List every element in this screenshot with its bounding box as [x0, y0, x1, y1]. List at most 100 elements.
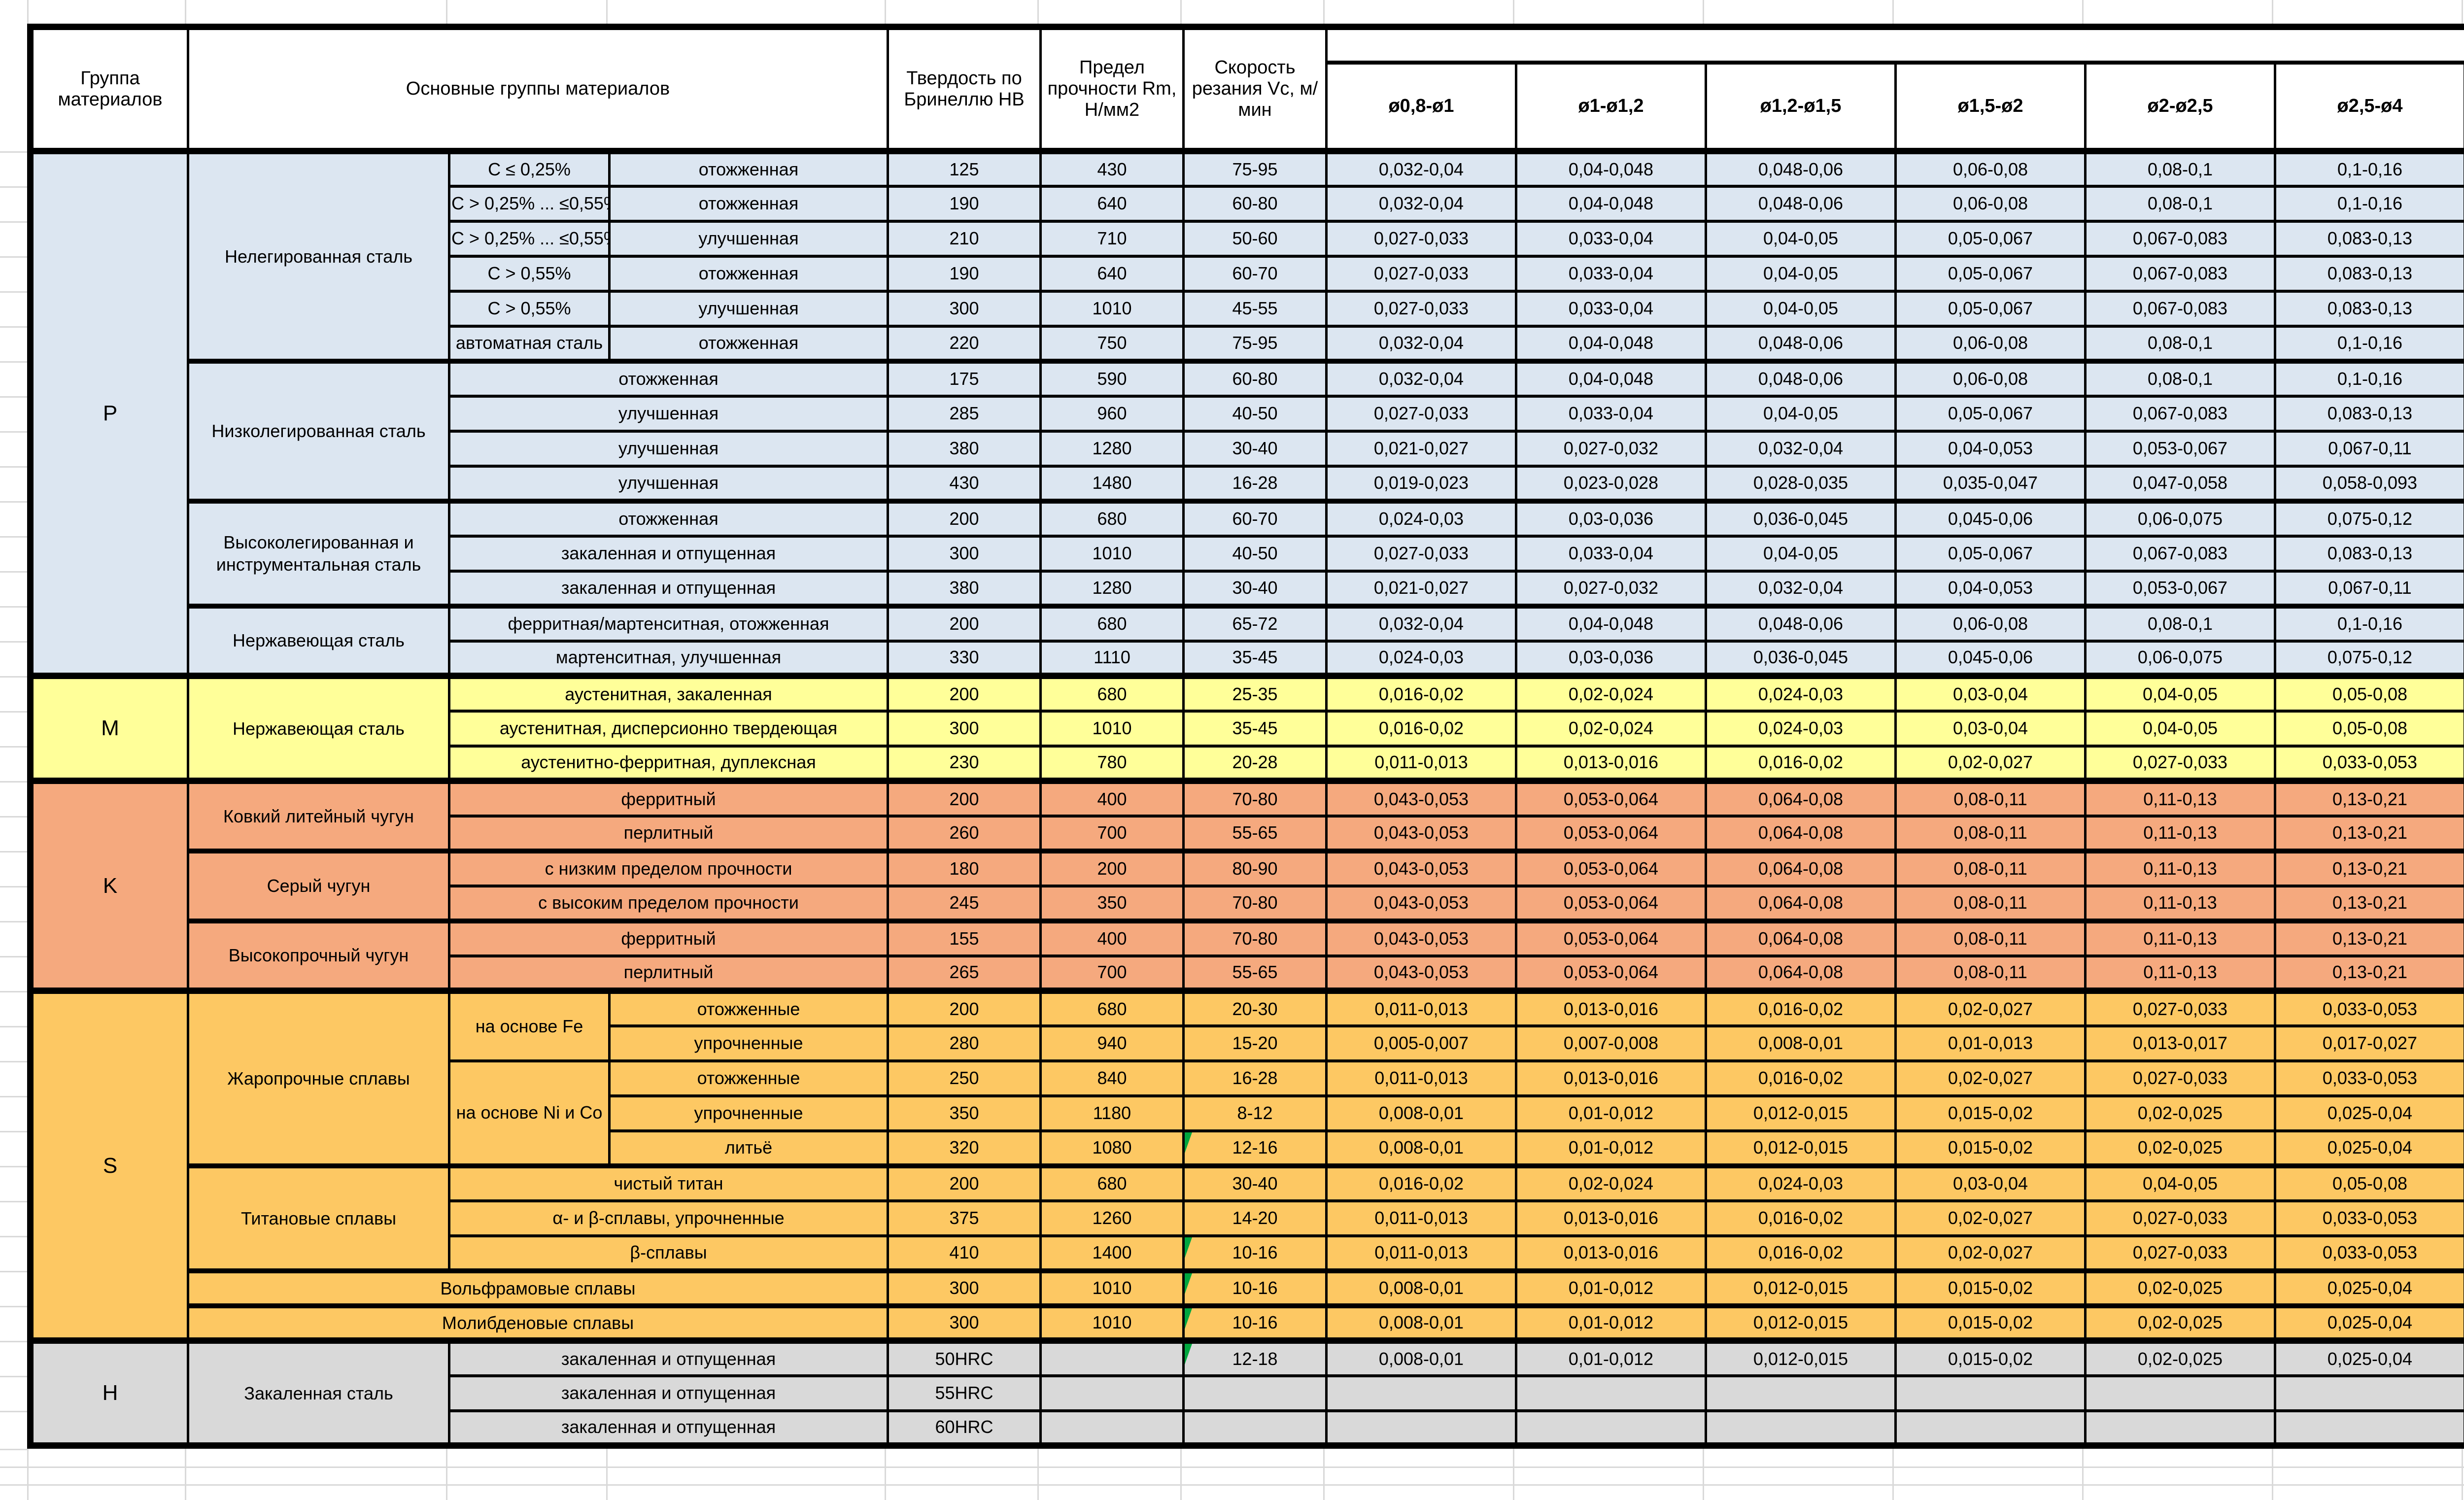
feed-cell[interactable]: 0,058-0,093: [2274, 464, 2464, 503]
hardness-cell[interactable]: 200: [887, 988, 1042, 1027]
feed-cell[interactable]: 0,048-0,06: [1705, 184, 1897, 223]
condition-cell[interactable]: чистый титан: [448, 1163, 889, 1202]
condition-cell[interactable]: закаленная и отпущенная: [448, 1337, 889, 1377]
feed-cell[interactable]: 0,007-0,008: [1515, 1024, 1707, 1062]
cutting-speed-cell[interactable]: 60-70: [1182, 254, 1328, 293]
feed-cell[interactable]: 0,06-0,08: [1894, 603, 2087, 643]
feed-cell[interactable]: 0,04-0,05: [1705, 219, 1897, 258]
hardness-cell[interactable]: 330: [887, 639, 1042, 678]
feed-cell[interactable]: 0,012-0,015: [1705, 1094, 1897, 1132]
feed-cell[interactable]: 0,053-0,064: [1515, 954, 1707, 992]
feed-cell[interactable]: 0,013-0,016: [1515, 1059, 1707, 1097]
feed-col-header[interactable]: ø1-ø1,2: [1515, 61, 1707, 154]
feed-cell[interactable]: 0,064-0,08: [1705, 884, 1897, 922]
cutting-speed-cell[interactable]: 70-80: [1182, 918, 1328, 957]
cutting-speed-cell[interactable]: 20-28: [1182, 744, 1328, 783]
feed-cell[interactable]: 0,01-0,012: [1515, 1129, 1707, 1167]
feed-cell[interactable]: 0,025-0,04: [2274, 1303, 2464, 1342]
condition-cell[interactable]: отожженная: [448, 358, 889, 398]
strength-cell[interactable]: [1039, 1409, 1185, 1447]
feed-cell[interactable]: 0,043-0,053: [1325, 814, 1517, 852]
feed-cell[interactable]: 0,1-0,16: [2274, 358, 2464, 398]
cutting-speed-cell[interactable]: 30-40: [1182, 1163, 1328, 1202]
feed-cell[interactable]: 0,04-0,05: [1705, 534, 1897, 573]
strength-cell[interactable]: 1480: [1039, 464, 1185, 503]
feed-cell[interactable]: 0,02-0,027: [1894, 1234, 2087, 1272]
cutting-speed-cell[interactable]: 15-20: [1182, 1024, 1328, 1062]
condition-cell[interactable]: закаленная и отпущенная: [448, 1374, 889, 1412]
feed-cell[interactable]: 0,015-0,02: [1894, 1129, 2087, 1167]
feed-col-header[interactable]: ø2-ø2,5: [2084, 61, 2276, 154]
feed-cell[interactable]: 0,02-0,025: [2084, 1268, 2276, 1307]
feed-cell[interactable]: 0,008-0,01: [1705, 1024, 1897, 1062]
strength-cell[interactable]: 400: [1039, 918, 1185, 957]
feed-cell[interactable]: 0,01-0,012: [1515, 1268, 1707, 1307]
feed-cell[interactable]: 0,083-0,13: [2274, 254, 2464, 293]
condition-cell[interactable]: ферритная/мартенситная, отожженная: [448, 603, 889, 643]
cutting-speed-cell[interactable]: 70-80: [1182, 884, 1328, 922]
feed-cell[interactable]: 0,08-0,11: [1894, 814, 2087, 852]
feed-cell[interactable]: 0,024-0,03: [1325, 498, 1517, 538]
feed-cell[interactable]: 0,04-0,05: [1705, 254, 1897, 293]
feed-cell[interactable]: 0,04-0,05: [2084, 673, 2276, 713]
strength-cell[interactable]: 780: [1039, 744, 1185, 783]
feed-cell[interactable]: 0,027-0,032: [1515, 429, 1707, 468]
feed-cell[interactable]: 0,024-0,03: [1705, 709, 1897, 748]
cutting-speed-cell[interactable]: 12-18: [1182, 1337, 1328, 1377]
feed-cell[interactable]: 0,012-0,015: [1705, 1303, 1897, 1342]
feed-cell[interactable]: 0,05-0,067: [1894, 534, 2087, 573]
feed-cell[interactable]: 0,04-0,053: [1894, 429, 2087, 468]
feed-cell[interactable]: 0,023-0,028: [1515, 464, 1707, 503]
cutting-speed-cell[interactable]: 10-16: [1182, 1303, 1328, 1342]
feed-cell[interactable]: 0,1-0,16: [2274, 184, 2464, 223]
feed-cell[interactable]: 0,04-0,048: [1515, 184, 1707, 223]
cutting-speed-cell[interactable]: 70-80: [1182, 778, 1328, 818]
feed-cell[interactable]: 0,053-0,064: [1515, 918, 1707, 957]
feed-cell[interactable]: 0,083-0,13: [2274, 534, 2464, 573]
feed-cell[interactable]: 0,02-0,027: [1894, 744, 2087, 783]
cutting-speed-cell[interactable]: 60-80: [1182, 184, 1328, 223]
strength-cell[interactable]: 750: [1039, 324, 1185, 363]
family-cell[interactable]: Нержавеющая сталь: [187, 673, 450, 783]
hardness-cell[interactable]: 380: [887, 429, 1042, 468]
feed-cell[interactable]: 0,015-0,02: [1894, 1303, 2087, 1342]
feed-cell[interactable]: 0,015-0,02: [1894, 1268, 2087, 1307]
feed-cell[interactable]: [1894, 1409, 2087, 1447]
feed-cell[interactable]: [2274, 1409, 2464, 1447]
condition-cell[interactable]: улучшенная: [608, 289, 889, 328]
feed-cell[interactable]: 0,036-0,045: [1705, 498, 1897, 538]
feed-cell[interactable]: 0,02-0,027: [1894, 988, 2087, 1027]
feed-cell[interactable]: 0,02-0,025: [2084, 1337, 2276, 1377]
feed-cell[interactable]: 0,011-0,013: [1325, 1059, 1517, 1097]
condition-cell[interactable]: аустенитно-ферритная, дуплексная: [448, 744, 889, 783]
header-feed-title[interactable]: Подача Fn, мм/об: [1325, 26, 2464, 65]
feed-col-header[interactable]: ø0,8-ø1: [1325, 61, 1517, 154]
hardness-cell[interactable]: 260: [887, 814, 1042, 852]
feed-cell[interactable]: 0,04-0,048: [1515, 603, 1707, 643]
feed-cell[interactable]: 0,011-0,013: [1325, 988, 1517, 1027]
feed-cell[interactable]: 0,08-0,11: [1894, 848, 2087, 887]
cutting-speed-cell[interactable]: 75-95: [1182, 148, 1328, 188]
spec-cell[interactable]: на основе Ni и Co: [448, 1059, 611, 1167]
feed-cell[interactable]: 0,03-0,04: [1894, 1163, 2087, 1202]
condition-cell[interactable]: улучшенная: [608, 219, 889, 258]
hardness-cell[interactable]: 300: [887, 1268, 1042, 1307]
feed-cell[interactable]: 0,064-0,08: [1705, 848, 1897, 887]
cutting-speed-cell[interactable]: 65-72: [1182, 603, 1328, 643]
feed-cell[interactable]: 0,047-0,058: [2084, 464, 2276, 503]
strength-cell[interactable]: 640: [1039, 184, 1185, 223]
feed-cell[interactable]: 0,033-0,053: [2274, 988, 2464, 1027]
strength-cell[interactable]: 1010: [1039, 1268, 1185, 1307]
hardness-cell[interactable]: 220: [887, 324, 1042, 363]
feed-cell[interactable]: 0,025-0,04: [2274, 1129, 2464, 1167]
family-cell[interactable]: Нелегированная сталь: [187, 148, 450, 363]
feed-cell[interactable]: 0,083-0,13: [2274, 394, 2464, 433]
feed-cell[interactable]: 0,01-0,012: [1515, 1337, 1707, 1377]
feed-cell[interactable]: 0,032-0,04: [1705, 569, 1897, 608]
feed-cell[interactable]: 0,053-0,067: [2084, 569, 2276, 608]
feed-cell[interactable]: 0,011-0,013: [1325, 744, 1517, 783]
family-cell[interactable]: Вольфрамовые сплавы: [187, 1268, 889, 1307]
hardness-cell[interactable]: 265: [887, 954, 1042, 992]
feed-cell[interactable]: 0,11-0,13: [2084, 918, 2276, 957]
feed-cell[interactable]: 0,08-0,1: [2084, 358, 2276, 398]
